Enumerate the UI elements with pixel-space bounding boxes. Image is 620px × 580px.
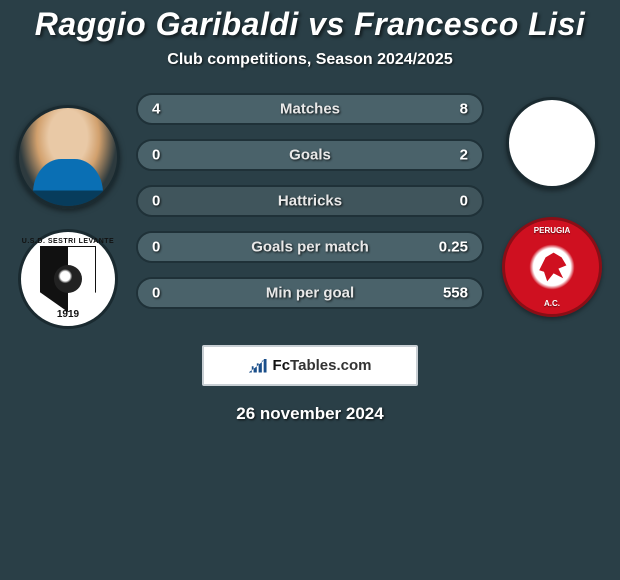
stat-label: Matches (280, 101, 340, 118)
club1-year: 1919 (57, 309, 79, 320)
left-column: U.S.D. SESTRI LEVANTE 1919 (8, 93, 128, 329)
date-label: 26 november 2024 (8, 404, 612, 424)
player1-avatar (16, 105, 120, 209)
brand-text: FcTables.com (273, 357, 372, 374)
club1-head-icon (54, 265, 82, 293)
stat-label: Min per goal (266, 285, 354, 302)
stat-row: 0 0.25 Goals per match (136, 231, 484, 263)
stat-value-left: 0 (152, 285, 160, 302)
stat-value-left: 4 (152, 101, 160, 118)
stat-row: 0 558 Min per goal (136, 277, 484, 309)
stat-value-right: 558 (443, 285, 468, 302)
club2-name: PERUGIA (534, 226, 570, 235)
stat-value-right: 2 (460, 147, 468, 164)
stat-label: Hattricks (278, 193, 342, 210)
stat-value-left: 0 (152, 193, 160, 210)
stat-label: Goals per match (251, 239, 369, 256)
vs-label: vs (308, 6, 345, 42)
subtitle: Club competitions, Season 2024/2025 (8, 51, 612, 69)
brand-box[interactable]: FcTables.com (202, 345, 418, 386)
stat-row: 0 2 Goals (136, 139, 484, 171)
player2-name: Francesco Lisi (354, 6, 585, 42)
stat-value-right: 0.25 (439, 239, 468, 256)
chart-icon (249, 359, 267, 373)
right-column: PERUGIA A.C. (492, 93, 612, 317)
stat-value-right: 8 (460, 101, 468, 118)
player2-avatar (506, 97, 598, 189)
stat-value-left: 0 (152, 147, 160, 164)
stat-row: 4 8 Matches (136, 93, 484, 125)
club1-name: U.S.D. SESTRI LEVANTE (22, 238, 114, 245)
stat-value-right: 0 (460, 193, 468, 210)
stats-panel: 4 8 Matches 0 2 Goals 0 0 Hattricks 0 0.25 Goals pe… (136, 93, 484, 309)
stat-row: 0 0 Hattricks (136, 185, 484, 217)
club2-griffin-icon (536, 251, 568, 283)
player1-name: Raggio Garibaldi (35, 6, 299, 42)
player2-club-badge: PERUGIA A.C. (502, 217, 602, 317)
stat-label: Goals (289, 147, 331, 164)
club1-shield-icon (40, 246, 96, 312)
stat-value-left: 0 (152, 239, 160, 256)
page-title: Raggio Garibaldi vs Francesco Lisi (8, 6, 612, 43)
player1-club-badge: U.S.D. SESTRI LEVANTE 1919 (18, 229, 118, 329)
club2-subtext: A.C. (544, 299, 560, 308)
